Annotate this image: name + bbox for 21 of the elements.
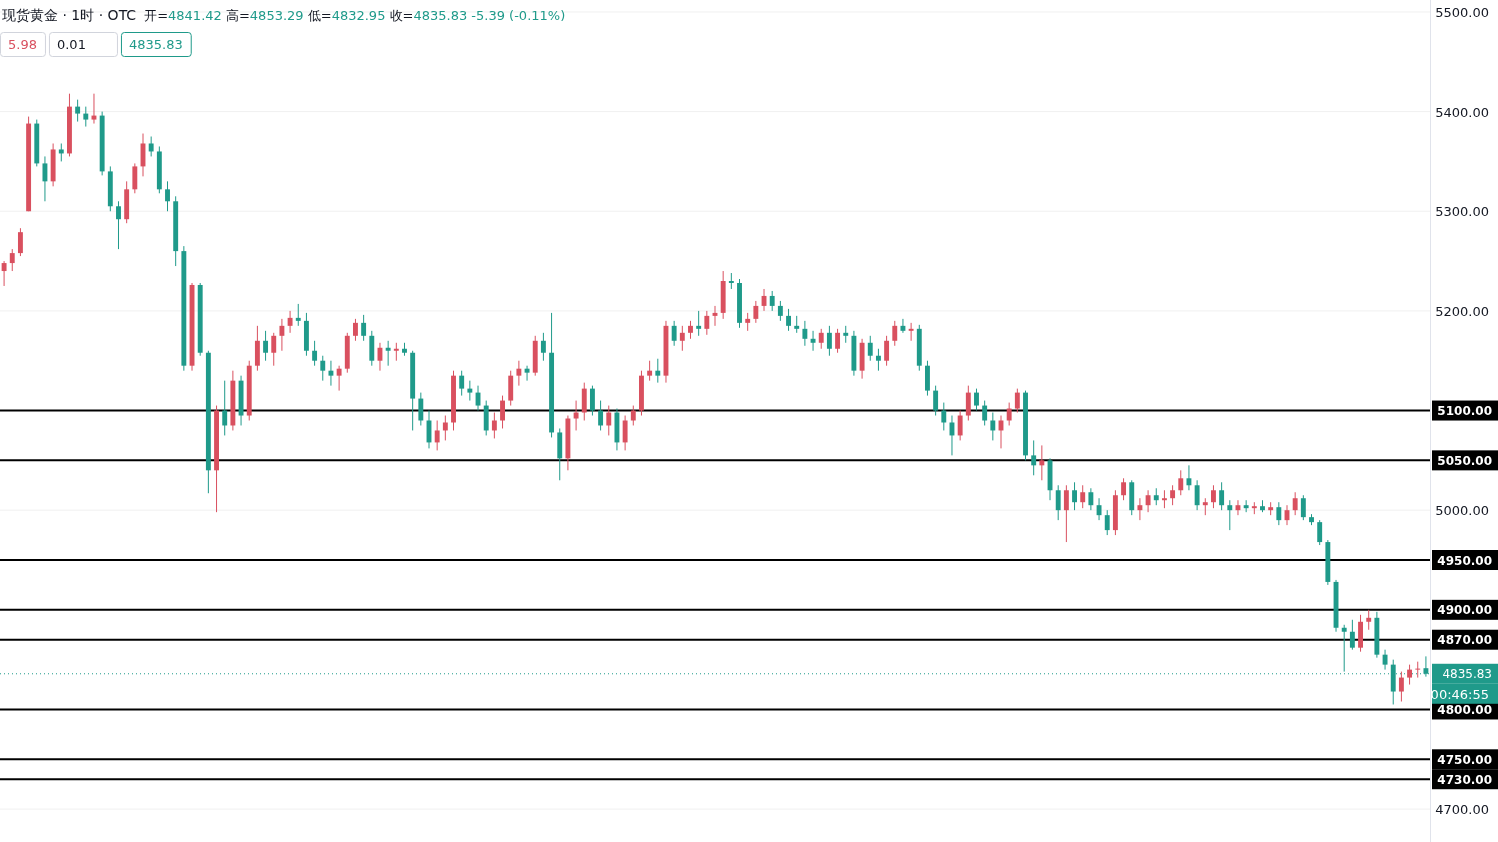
ref-line-label: 4800.00 bbox=[1437, 702, 1492, 717]
ref-line-label: 4730.00 bbox=[1437, 772, 1492, 787]
ref-line-label: 4950.00 bbox=[1437, 553, 1492, 568]
ref-line-label: 4870.00 bbox=[1437, 633, 1492, 648]
ref-line-label: 4900.00 bbox=[1437, 603, 1492, 618]
y-tick-label: 5000.00 bbox=[1435, 503, 1489, 519]
y-tick-label: 5300.00 bbox=[1435, 204, 1489, 220]
text: 开=4841.42 高=4853.29 低=4832.95 收=4835.83 -5.39 (-0.11%) bbox=[144, 8, 566, 23]
ref-line-label: 5050.00 bbox=[1437, 453, 1492, 468]
annotation: 5.98 bbox=[8, 37, 37, 52]
ref-line-label: 4835.83 bbox=[1442, 667, 1492, 682]
y-tick-label: 5500.00 bbox=[1435, 4, 1489, 20]
ref-line-label: 5100.00 bbox=[1437, 404, 1492, 419]
text: 现货黄金 · 1时 · OTC bbox=[2, 7, 137, 23]
y-tick-label: 5400.00 bbox=[1435, 104, 1489, 120]
y-tick-label: 5200.00 bbox=[1435, 303, 1489, 319]
ref-line-label: 4750.00 bbox=[1437, 752, 1492, 767]
annotation: 0.01 bbox=[56, 37, 86, 52]
text: 00:46:55 bbox=[1430, 686, 1489, 702]
annotation: 4835.83 bbox=[128, 37, 183, 52]
y-tick-label: 4700.00 bbox=[1435, 802, 1489, 818]
